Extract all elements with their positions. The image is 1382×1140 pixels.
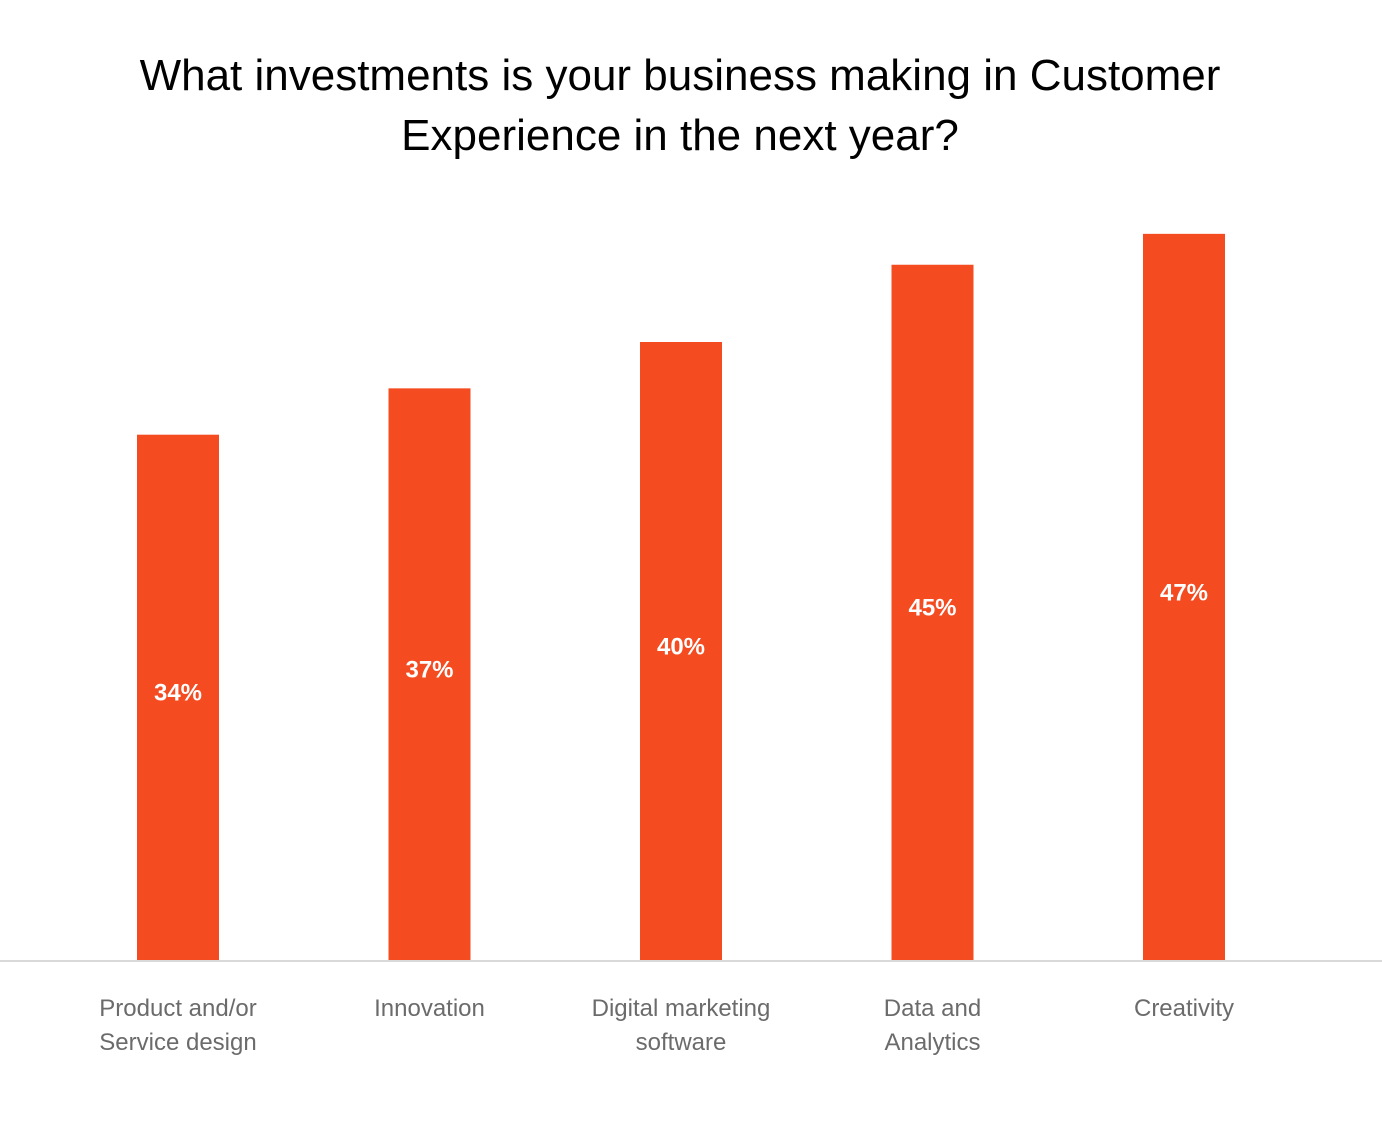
bar-value-label: 40% xyxy=(657,633,705,660)
category-label: Innovation xyxy=(374,995,485,1022)
chart-title: What investments is your business making… xyxy=(60,46,1300,166)
category-label: Creativity xyxy=(1134,995,1234,1022)
bar xyxy=(1143,233,1225,961)
category-label: Data and xyxy=(884,995,981,1022)
bar xyxy=(137,434,219,960)
chart-title-line-1: What investments is your business making… xyxy=(139,51,1221,100)
category-label: Service design xyxy=(99,1029,256,1056)
bar-value-label: 45% xyxy=(908,595,956,622)
category-label: Product and/or xyxy=(99,995,256,1022)
category-label: Analytics xyxy=(884,1029,980,1056)
bar xyxy=(891,264,974,960)
bar-value-label: 34% xyxy=(154,680,202,707)
category-label: software xyxy=(636,1029,727,1056)
bar-value-label: 47% xyxy=(1160,579,1208,606)
chart-title-line-2: Experience in the next year? xyxy=(401,111,959,160)
category-label: Digital marketing xyxy=(592,995,771,1022)
bar xyxy=(640,342,722,960)
bar-value-label: 37% xyxy=(405,657,453,684)
bar xyxy=(388,388,471,961)
